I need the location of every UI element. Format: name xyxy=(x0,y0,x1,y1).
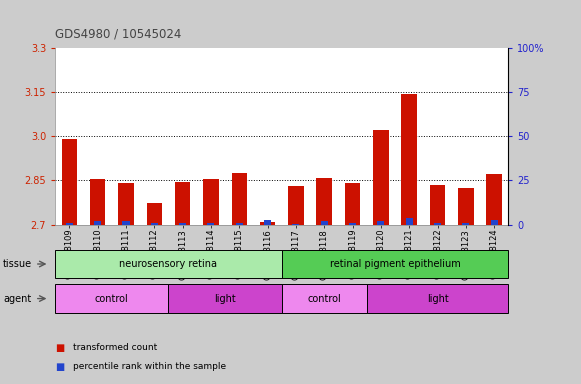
Bar xyxy=(236,223,243,225)
Bar xyxy=(491,220,498,225)
Bar xyxy=(264,220,271,225)
Bar xyxy=(260,222,275,225)
Bar xyxy=(66,223,73,225)
Bar xyxy=(378,221,385,225)
Bar xyxy=(90,179,106,225)
Bar xyxy=(179,223,186,225)
Text: ■: ■ xyxy=(55,362,64,372)
Text: control: control xyxy=(307,293,341,304)
Text: tissue: tissue xyxy=(3,259,32,269)
Text: light: light xyxy=(214,293,236,304)
Bar xyxy=(373,131,389,225)
Text: GDS4980 / 10545024: GDS4980 / 10545024 xyxy=(55,27,182,40)
Text: transformed count: transformed count xyxy=(73,343,157,352)
Bar xyxy=(317,178,332,225)
Bar xyxy=(207,223,214,225)
Bar xyxy=(231,173,247,225)
Bar xyxy=(62,139,77,225)
Bar xyxy=(486,174,502,225)
Bar xyxy=(462,223,469,225)
Text: ■: ■ xyxy=(55,343,64,353)
Bar xyxy=(434,223,441,225)
Bar xyxy=(292,224,299,225)
Bar xyxy=(321,221,328,225)
Bar xyxy=(401,94,417,225)
Bar xyxy=(406,218,413,225)
Bar xyxy=(345,182,360,225)
Text: percentile rank within the sample: percentile rank within the sample xyxy=(73,362,226,371)
Bar xyxy=(288,186,304,225)
Bar xyxy=(123,221,130,225)
Bar xyxy=(458,189,474,225)
Bar xyxy=(349,223,356,225)
Bar xyxy=(175,182,191,225)
Bar xyxy=(203,179,219,225)
Text: agent: agent xyxy=(3,293,31,304)
Text: light: light xyxy=(426,293,449,304)
Text: neurosensory retina: neurosensory retina xyxy=(120,259,217,269)
Bar xyxy=(94,221,101,225)
Text: control: control xyxy=(95,293,129,304)
Bar xyxy=(151,223,158,225)
Bar xyxy=(118,182,134,225)
Bar xyxy=(146,203,162,225)
Text: retinal pigment epithelium: retinal pigment epithelium xyxy=(329,259,461,269)
Bar xyxy=(430,185,446,225)
